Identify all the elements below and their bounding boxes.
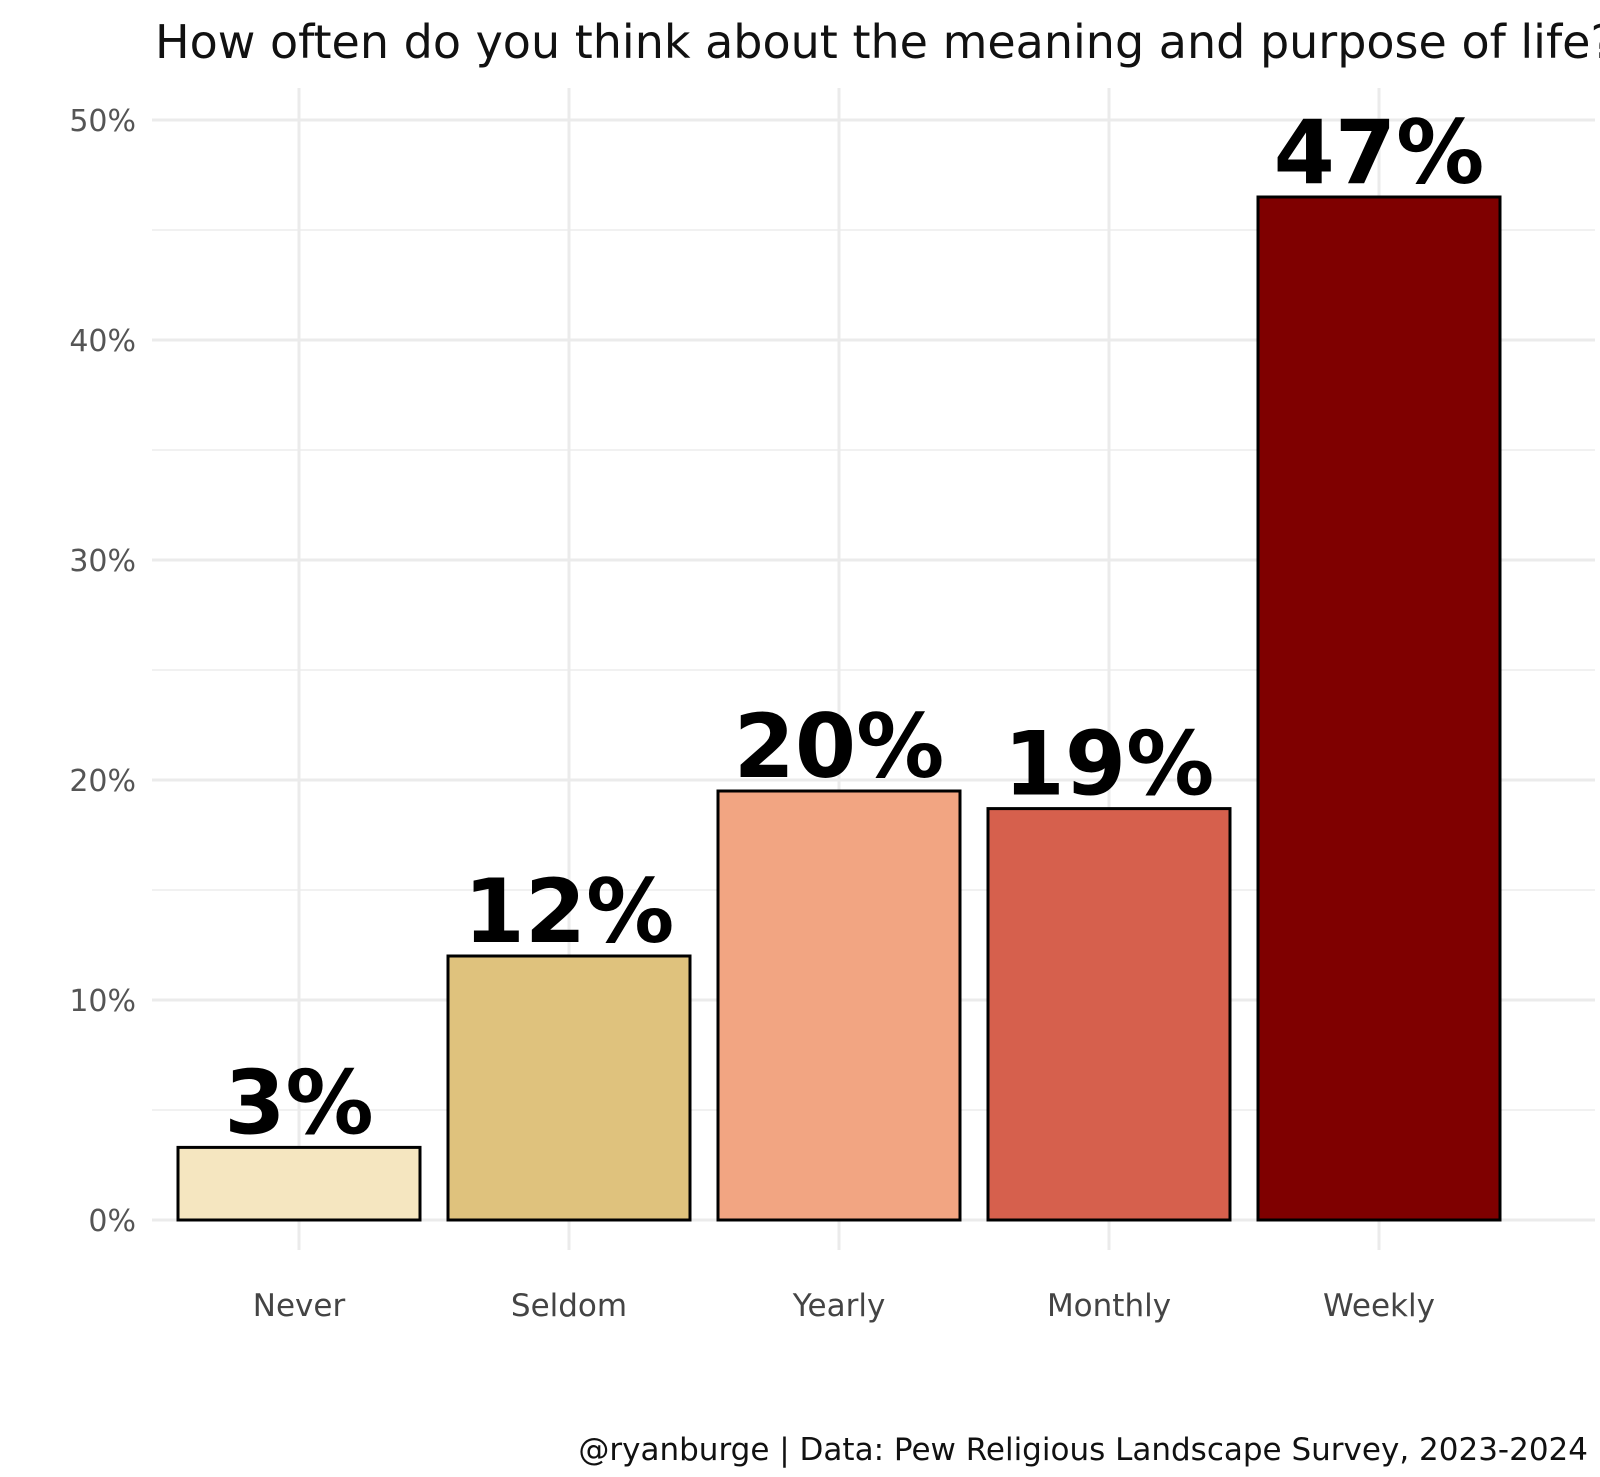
x-tick-label: Never bbox=[253, 1288, 346, 1324]
bars bbox=[176, 195, 1502, 1222]
y-tick-label: 10% bbox=[69, 984, 136, 1019]
chart-caption: @ryanburge | Data: Pew Religious Landsca… bbox=[578, 1432, 1588, 1468]
x-tick-label: Seldom bbox=[511, 1288, 627, 1324]
bar-seldom bbox=[446, 954, 692, 1222]
y-tick-label: 0% bbox=[88, 1204, 136, 1239]
data-label-yearly: 20% bbox=[734, 695, 945, 798]
bar-yearly bbox=[716, 789, 962, 1222]
data-label-seldom: 12% bbox=[464, 860, 675, 963]
x-tick-label: Weekly bbox=[1323, 1288, 1435, 1324]
data-label-weekly: 47% bbox=[1274, 101, 1485, 204]
x-axis-ticks: Never Seldom Yearly Monthly Weekly bbox=[253, 1288, 1435, 1324]
y-tick-label: 20% bbox=[69, 764, 136, 799]
data-label-never: 3% bbox=[224, 1051, 373, 1154]
x-tick-label: Monthly bbox=[1047, 1288, 1171, 1324]
bar-monthly bbox=[986, 807, 1232, 1222]
y-tick-label: 40% bbox=[69, 324, 136, 359]
x-tick-label: Yearly bbox=[792, 1288, 886, 1324]
data-labels: 3% 12% 20% 19% 47% bbox=[224, 101, 1484, 1154]
y-tick-label: 30% bbox=[69, 544, 136, 579]
y-axis-ticks: 0% 10% 20% 30% 40% 50% bbox=[69, 104, 136, 1239]
data-label-monthly: 19% bbox=[1004, 713, 1215, 816]
y-tick-label: 50% bbox=[69, 104, 136, 139]
chart-title: How often do you think about the meaning… bbox=[155, 15, 1600, 69]
bar-never bbox=[176, 1145, 422, 1222]
bar-weekly bbox=[1256, 195, 1502, 1222]
